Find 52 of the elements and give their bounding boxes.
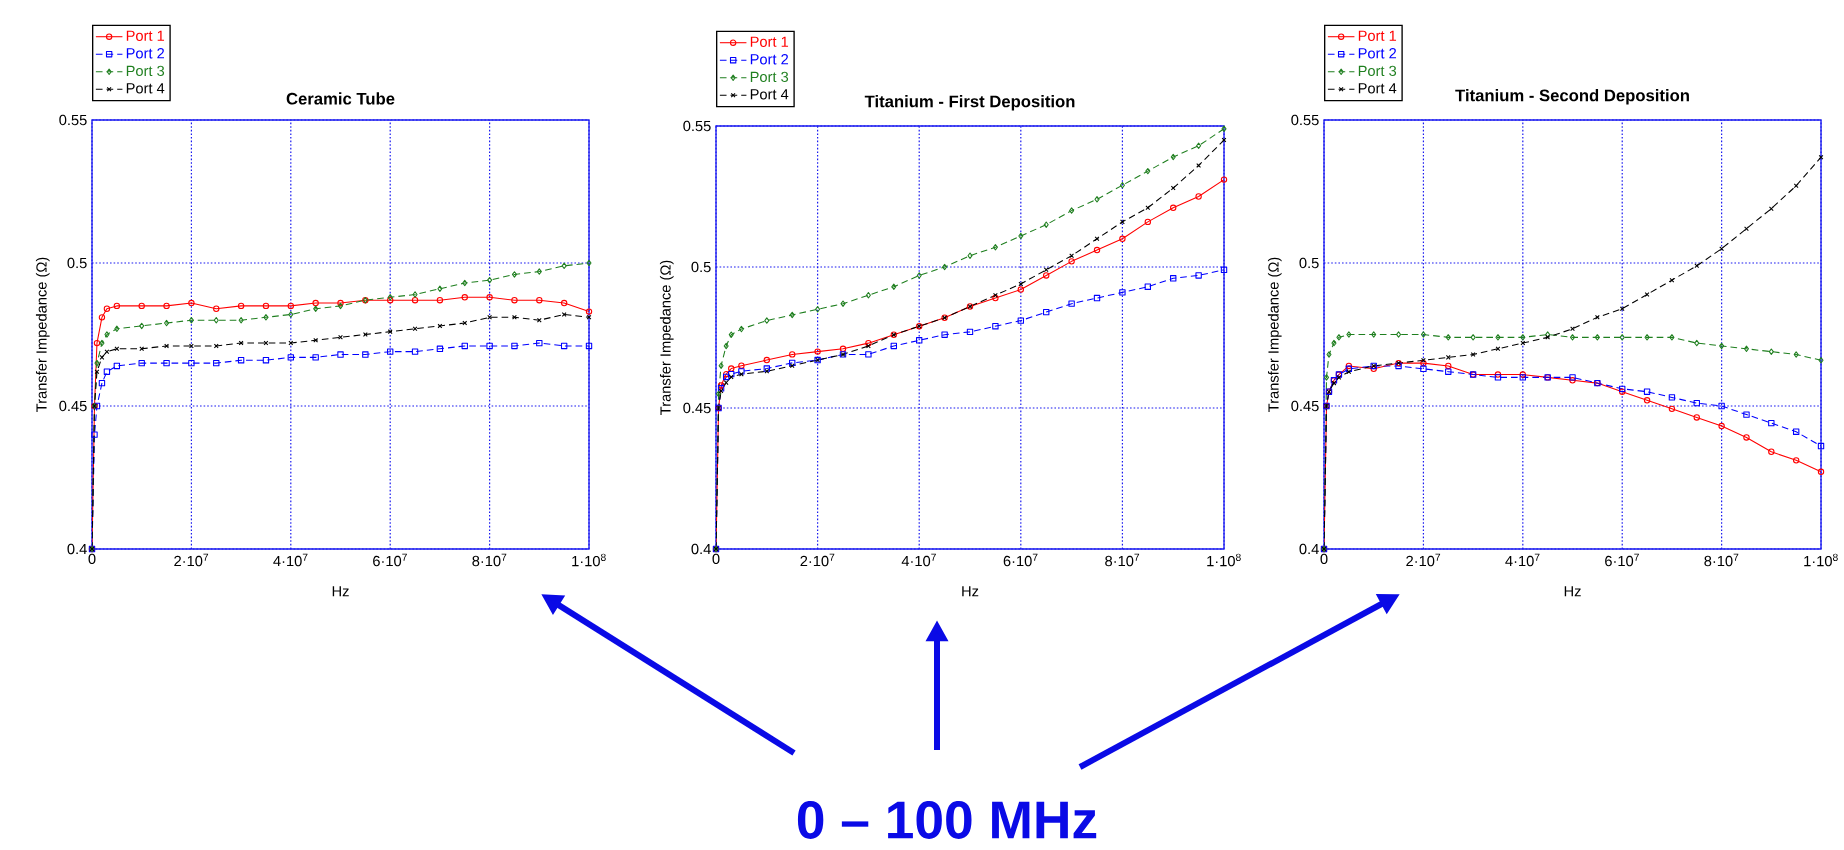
y-tick-label: 0.5 [67, 257, 87, 269]
y-tick-label: 0.45 [59, 400, 87, 412]
x-tick-label: 0 [712, 553, 720, 565]
legend-label: Port 3 [1358, 65, 1397, 77]
legend-label: Port 2 [750, 54, 789, 65]
x-axis-title: Hz [332, 586, 349, 597]
y-tick-label: 0.55 [1291, 114, 1319, 126]
x-tick-label: 1·10$^{8}$ [1207, 553, 1241, 567]
chart-title: Titanium - First Deposition [864, 95, 1075, 111]
chart-title: Ceramic Tube [286, 92, 395, 105]
x-tick-label: 2·10$^{7}$ [800, 553, 835, 567]
legend-label: Port 1 [750, 36, 789, 47]
x-tick-label: 8·10$^{7}$ [1105, 553, 1140, 567]
x-tick-label: 0 [88, 553, 96, 565]
legend-label: Port 3 [750, 71, 789, 83]
y-tick-label: 0.45 [683, 402, 711, 414]
x-tick-label: 1·10$^{8}$ [1804, 553, 1838, 567]
legend-label: Port 1 [1358, 30, 1397, 41]
x-tick-label: 4·10$^{7}$ [901, 553, 936, 567]
x-tick-label: 6·10$^{7}$ [373, 553, 407, 567]
text: 0 – 100 MHz [797, 801, 1097, 839]
x-tick-label: 4·10$^{7}$ [273, 553, 308, 567]
y-axis-title: Transfer Impedance (Ω) [1267, 257, 1282, 412]
y-tick-label: 0.4 [1299, 543, 1319, 555]
y-axis-title: Transfer Impedance (Ω) [35, 257, 50, 412]
legend-label: Port 3 [126, 65, 165, 77]
legend-label: Port 2 [1358, 48, 1397, 59]
legend-label: Port 4 [1358, 83, 1397, 94]
legend-label: Port 4 [126, 83, 165, 94]
x-tick-label: 8·10$^{7}$ [472, 553, 507, 567]
y-tick-label: 0.5 [1299, 257, 1319, 269]
y-tick-label: 0.4 [67, 543, 87, 555]
chart-title: Titanium - Second Deposition [1455, 89, 1689, 105]
x-axis-title: Hz [1564, 586, 1581, 597]
x-tick-label: 2·10$^{7}$ [1406, 553, 1441, 567]
legend-label: Port 4 [750, 89, 789, 100]
y-tick-label: 0.55 [59, 114, 87, 126]
legend-label: Port 1 [126, 30, 165, 41]
y-axis-title: Transfer Impedance (Ω) [659, 260, 674, 415]
x-tick-label: 6·10$^{7}$ [1003, 553, 1038, 567]
y-tick-label: 0.55 [683, 120, 711, 132]
legend-label: Port 2 [126, 48, 165, 59]
x-tick-label: 2·10$^{7}$ [174, 553, 209, 567]
x-axis-title: Hz [962, 586, 979, 597]
x-tick-label: 8·10$^{7}$ [1704, 553, 1739, 567]
x-tick-label: 0 [1320, 553, 1328, 565]
y-tick-label: 0.45 [1291, 400, 1319, 412]
y-tick-label: 0.4 [691, 543, 711, 555]
y-tick-label: 0.5 [691, 261, 711, 273]
x-tick-label: 4·10$^{7}$ [1505, 553, 1540, 567]
x-tick-label: 6·10$^{7}$ [1605, 553, 1639, 567]
x-tick-label: 1·10$^{8}$ [572, 553, 606, 567]
